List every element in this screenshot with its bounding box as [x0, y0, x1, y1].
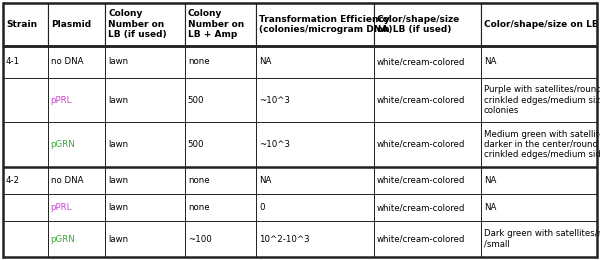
Text: 500: 500 [188, 96, 204, 105]
Text: lawn: lawn [109, 235, 128, 244]
Bar [374, 194, 481, 221]
Text: white/cream-colored: white/cream-colored [377, 203, 465, 212]
Text: 0: 0 [259, 203, 265, 212]
Text: 4-2: 4-2 [6, 176, 20, 185]
Bar [106, 167, 185, 194]
Bar [185, 167, 256, 194]
Text: ~100: ~100 [188, 235, 212, 244]
Bar [256, 122, 374, 167]
Text: lawn: lawn [109, 96, 128, 105]
Text: Medium green with satellites,
darker in the center/round with
crinkled edges/med: Medium green with satellites, darker in … [484, 129, 600, 159]
Bar [3, 46, 47, 78]
Text: Colony
Number on
LB + Amp: Colony Number on LB + Amp [188, 9, 244, 39]
Bar [256, 167, 374, 194]
Bar [481, 122, 597, 167]
Text: 10^2-10^3: 10^2-10^3 [259, 235, 310, 244]
Bar [106, 46, 185, 78]
Bar [3, 167, 47, 194]
Bar [374, 122, 481, 167]
Bar [3, 221, 47, 257]
Bar [374, 167, 481, 194]
Text: white/cream-colored: white/cream-colored [377, 235, 465, 244]
Bar [47, 46, 106, 78]
Bar [3, 194, 47, 221]
Text: pGRN: pGRN [50, 140, 76, 149]
Bar [481, 3, 597, 45]
Bar [47, 122, 106, 167]
Bar [256, 3, 374, 45]
Text: lawn: lawn [109, 57, 128, 66]
Bar [47, 167, 106, 194]
Text: ~10^3: ~10^3 [259, 96, 290, 105]
Text: Dark green with satellites/round
/small: Dark green with satellites/round /small [484, 229, 600, 249]
Text: ~10^3: ~10^3 [259, 140, 290, 149]
Text: NA: NA [484, 57, 496, 66]
Bar [185, 221, 256, 257]
Bar [47, 78, 106, 122]
Text: pPRL: pPRL [50, 203, 72, 212]
Bar [374, 221, 481, 257]
Bar [481, 167, 597, 194]
Bar [185, 46, 256, 78]
Bar [47, 194, 106, 221]
Bar [106, 221, 185, 257]
Text: Purple with satellites/round with
crinkled edges/medium sized
colonies: Purple with satellites/round with crinkl… [484, 85, 600, 115]
Bar [481, 194, 597, 221]
Bar [256, 194, 374, 221]
Text: Transformation Efficiency
(colonies/microgram DNA): Transformation Efficiency (colonies/micr… [259, 15, 393, 34]
Text: white/cream-colored: white/cream-colored [377, 140, 465, 149]
Text: pGRN: pGRN [50, 235, 76, 244]
Text: 500: 500 [188, 140, 204, 149]
Text: NA: NA [484, 203, 496, 212]
Text: lawn: lawn [109, 203, 128, 212]
Text: none: none [188, 57, 209, 66]
Text: none: none [188, 203, 209, 212]
Bar [185, 3, 256, 45]
Bar [256, 46, 374, 78]
Bar [106, 3, 185, 45]
Bar [374, 46, 481, 78]
Text: white/cream-colored: white/cream-colored [377, 96, 465, 105]
Text: Plasmid: Plasmid [50, 20, 91, 29]
Bar [481, 221, 597, 257]
Text: lawn: lawn [109, 140, 128, 149]
Bar [47, 221, 106, 257]
Bar [106, 78, 185, 122]
Bar [185, 194, 256, 221]
Bar [185, 78, 256, 122]
Bar [256, 221, 374, 257]
Text: Color/shape/size on LB + Amp: Color/shape/size on LB + Amp [484, 20, 600, 29]
Bar [3, 122, 47, 167]
Text: no DNA: no DNA [50, 57, 83, 66]
Text: white/cream-colored: white/cream-colored [377, 176, 465, 185]
Text: pPRL: pPRL [50, 96, 72, 105]
Bar [3, 3, 47, 45]
Bar [106, 194, 185, 221]
Bar [47, 3, 106, 45]
Bar [106, 122, 185, 167]
Bar [3, 78, 47, 122]
Text: lawn: lawn [109, 176, 128, 185]
Bar [481, 78, 597, 122]
Text: no DNA: no DNA [50, 176, 83, 185]
Bar [374, 78, 481, 122]
Text: Strain: Strain [6, 20, 37, 29]
Text: 4-1: 4-1 [6, 57, 20, 66]
Text: NA: NA [259, 57, 272, 66]
Text: NA: NA [484, 176, 496, 185]
Bar [481, 46, 597, 78]
Text: NA: NA [259, 176, 272, 185]
Bar [185, 122, 256, 167]
Bar [374, 3, 481, 45]
Text: none: none [188, 176, 209, 185]
Text: Colony
Number on
LB (if used): Colony Number on LB (if used) [109, 9, 167, 39]
Text: white/cream-colored: white/cream-colored [377, 57, 465, 66]
Text: Color/shape/size
on LB (if used): Color/shape/size on LB (if used) [377, 15, 460, 34]
Bar [256, 78, 374, 122]
